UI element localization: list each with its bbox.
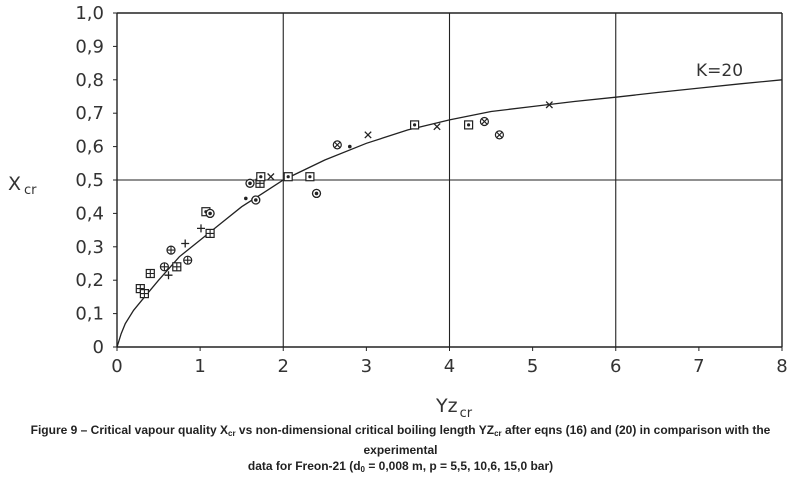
data-point-box-plus (172, 262, 182, 272)
y-tick-label: 0,6 (75, 137, 104, 158)
data-point-x (364, 131, 372, 139)
y-tick-label: 1,0 (75, 3, 104, 24)
data-point-circle-x (479, 116, 489, 127)
data-point-circle-plus (159, 262, 169, 272)
x-axis-title: Yz cr (435, 395, 473, 420)
data-point-box-dot (283, 172, 293, 182)
data-point-plus (197, 224, 205, 233)
data-point-x (267, 173, 275, 181)
data-point-plus (164, 271, 173, 280)
data-point-plus (181, 239, 190, 248)
curve-label: K=20 (696, 61, 743, 81)
data-point-circle-x (494, 130, 504, 140)
data-point-box-dot (256, 172, 266, 182)
x-tick-label: 1 (194, 356, 205, 377)
x-tick-label: 6 (610, 356, 621, 377)
data-point-circle-plus (166, 245, 176, 255)
data-point-box-plus (205, 228, 215, 238)
data-point-circle-x (332, 140, 342, 150)
x-tick-label: 4 (444, 356, 455, 377)
data-point-dot (244, 196, 248, 201)
x-tick-label: 2 (278, 356, 289, 377)
x-tick-labels: 0 1 2 3 4 5 6 7 8 (111, 356, 787, 377)
figure-caption: Figure 9 – Critical vapour quality Xcr v… (10, 422, 791, 478)
x-tick-label: 3 (361, 356, 372, 377)
data-point-circle-plus (183, 255, 193, 265)
y-tick-label: 0,1 (75, 304, 104, 325)
scatter-chart: 0 1 2 3 4 5 6 7 8 0 0,1 0,2 0,3 0,4 0,5 0,6 0,7 0,8 0,9 1,… (8, 3, 788, 420)
grid-lines (117, 13, 782, 347)
x-tick-label: 7 (693, 356, 704, 377)
data-point-box-plus (145, 268, 155, 279)
data-point-x (545, 101, 553, 109)
data-point-box-plus (139, 289, 149, 299)
caption-line-1: Figure 9 – Critical vapour quality Xcr v… (30, 423, 771, 457)
data-point-circle-dot (251, 195, 261, 205)
x-tick-label: 8 (776, 356, 787, 377)
data-point-box-dot (464, 120, 474, 130)
y-tick-label: 0,4 (75, 203, 104, 224)
axes (113, 12, 783, 351)
x-tick-label: 0 (111, 356, 122, 377)
y-tick-label: 0,8 (75, 70, 104, 91)
y-tick-label: 0,3 (75, 237, 104, 258)
data-point-circle-dot (205, 208, 215, 219)
data-point-circle-dot (311, 188, 322, 199)
y-tick-label: 0 (93, 337, 104, 358)
data-point-box-dot (410, 120, 420, 130)
data-point-x (433, 122, 441, 131)
y-tick-label: 0,7 (75, 103, 104, 124)
data-point-box-dot (305, 172, 315, 182)
caption-line-2: data for Freon-21 (d0 = 0,008 m, p = 5,5… (247, 459, 554, 474)
y-tick-labels: 0 0,1 0,2 0,3 0,4 0,5 0,6 0,7 0,8 0,9 1,0 (75, 3, 104, 358)
y-tick-label: 0,5 (75, 170, 104, 191)
data-point-circle-dot (245, 178, 255, 188)
y-tick-label: 0,9 (75, 36, 104, 57)
fit-curve (116, 79, 783, 348)
data-points (135, 101, 553, 299)
x-tick-label: 5 (527, 356, 538, 377)
y-tick-label: 0,2 (75, 270, 104, 291)
data-point-dot (348, 144, 352, 149)
